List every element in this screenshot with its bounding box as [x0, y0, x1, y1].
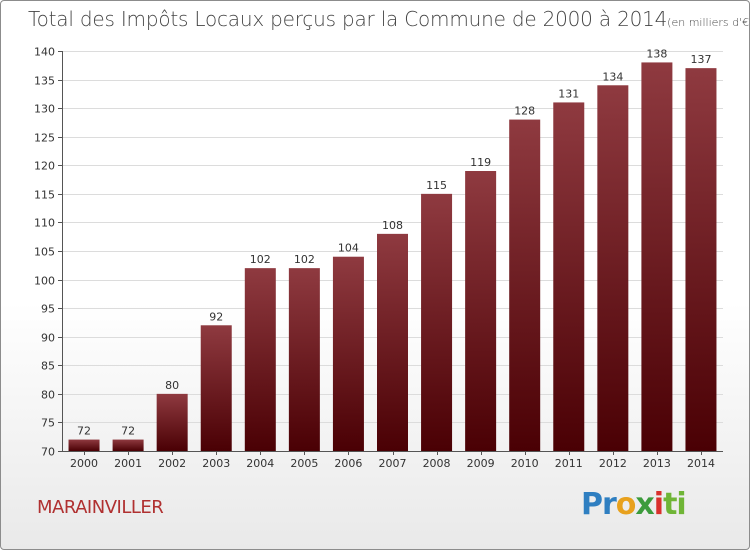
bar-2006	[332, 256, 364, 451]
y-tick-label: 70	[41, 446, 55, 459]
y-tick-label: 130	[34, 103, 55, 116]
x-tick-label-2013: 2013	[643, 457, 671, 470]
y-tick-label: 75	[41, 417, 55, 430]
bars	[68, 62, 717, 452]
x-tick-label-2012: 2012	[599, 457, 627, 470]
y-tick-label: 110	[34, 217, 55, 230]
x-tick-label-2000: 2000	[70, 457, 98, 470]
bar-2011	[553, 102, 585, 451]
value-label-2009: 119	[470, 156, 491, 169]
chart-title: Total des Impôts Locaux perçus par la Co…	[28, 7, 750, 31]
bar-2005	[288, 268, 320, 451]
bar-2014	[685, 68, 717, 452]
x-tick-label-2004: 2004	[246, 457, 274, 470]
y-tick-label: 85	[41, 360, 55, 373]
value-label-2012: 134	[602, 70, 623, 83]
bar-2009	[465, 171, 497, 451]
x-tick-label-2005: 2005	[290, 457, 318, 470]
x-tick-label-2001: 2001	[114, 457, 142, 470]
bar-2008	[421, 193, 453, 451]
value-label-2000: 72	[77, 425, 91, 438]
y-tick-label: 125	[34, 132, 55, 145]
y-tick-label: 80	[41, 389, 55, 402]
bar-2002	[156, 393, 188, 451]
proxiti-logo[interactable]: Proxiti	[581, 487, 687, 522]
x-tick-label-2008: 2008	[423, 457, 451, 470]
y-tick-label: 105	[34, 246, 55, 259]
value-label-2004: 102	[250, 253, 271, 266]
bar-2013	[641, 62, 673, 452]
commune-name: MARAINVILLER	[37, 497, 164, 518]
value-label-2002: 80	[165, 379, 179, 392]
value-label-2010: 128	[514, 105, 535, 118]
x-tick-label-2003: 2003	[202, 457, 230, 470]
y-tick-label: 90	[41, 332, 55, 345]
bar-2012	[597, 85, 629, 452]
value-label-2008: 115	[426, 179, 447, 192]
x-tick-label-2011: 2011	[555, 457, 583, 470]
y-tick-label: 95	[41, 303, 55, 316]
x-tick-label-2014: 2014	[687, 457, 715, 470]
x-tick-label-2007: 2007	[379, 457, 407, 470]
bar-2001	[112, 439, 144, 451]
bar-2004	[244, 268, 276, 451]
value-label-2011: 131	[558, 87, 579, 100]
bar-2010	[509, 119, 541, 452]
chart-title-unit: (en milliers d'€)	[667, 16, 750, 29]
value-label-2013: 138	[646, 47, 667, 60]
bar-2003	[200, 325, 232, 451]
value-label-2014: 137	[690, 53, 711, 66]
value-label-2006: 104	[338, 242, 359, 255]
value-label-2001: 72	[121, 425, 135, 438]
bar-2000	[68, 439, 100, 451]
axes: 70 75 80 85 90 95 100 105 110 115 120 125 130 135 140 2…	[34, 46, 723, 470]
value-labels: 72 72 80 92 102 102 104 108 115 119 128 131 134 138 13…	[77, 47, 711, 437]
y-tick-label: 140	[34, 46, 55, 59]
y-tick-label: 135	[34, 75, 55, 88]
bar-2007	[377, 233, 408, 451]
x-tick-label-2009: 2009	[467, 457, 495, 470]
x-tick-label-2002: 2002	[158, 457, 186, 470]
value-label-2007: 108	[382, 219, 403, 232]
value-label-2003: 92	[209, 310, 223, 323]
chart-title-main: Total des Impôts Locaux perçus par la Co…	[28, 7, 668, 31]
y-tick-label: 115	[34, 189, 55, 202]
x-tick-label-2010: 2010	[511, 457, 539, 470]
value-label-2005: 102	[294, 253, 315, 266]
x-tick-label-2006: 2006	[334, 457, 362, 470]
y-tick-label: 100	[34, 275, 55, 288]
y-tick-label: 120	[34, 160, 55, 173]
